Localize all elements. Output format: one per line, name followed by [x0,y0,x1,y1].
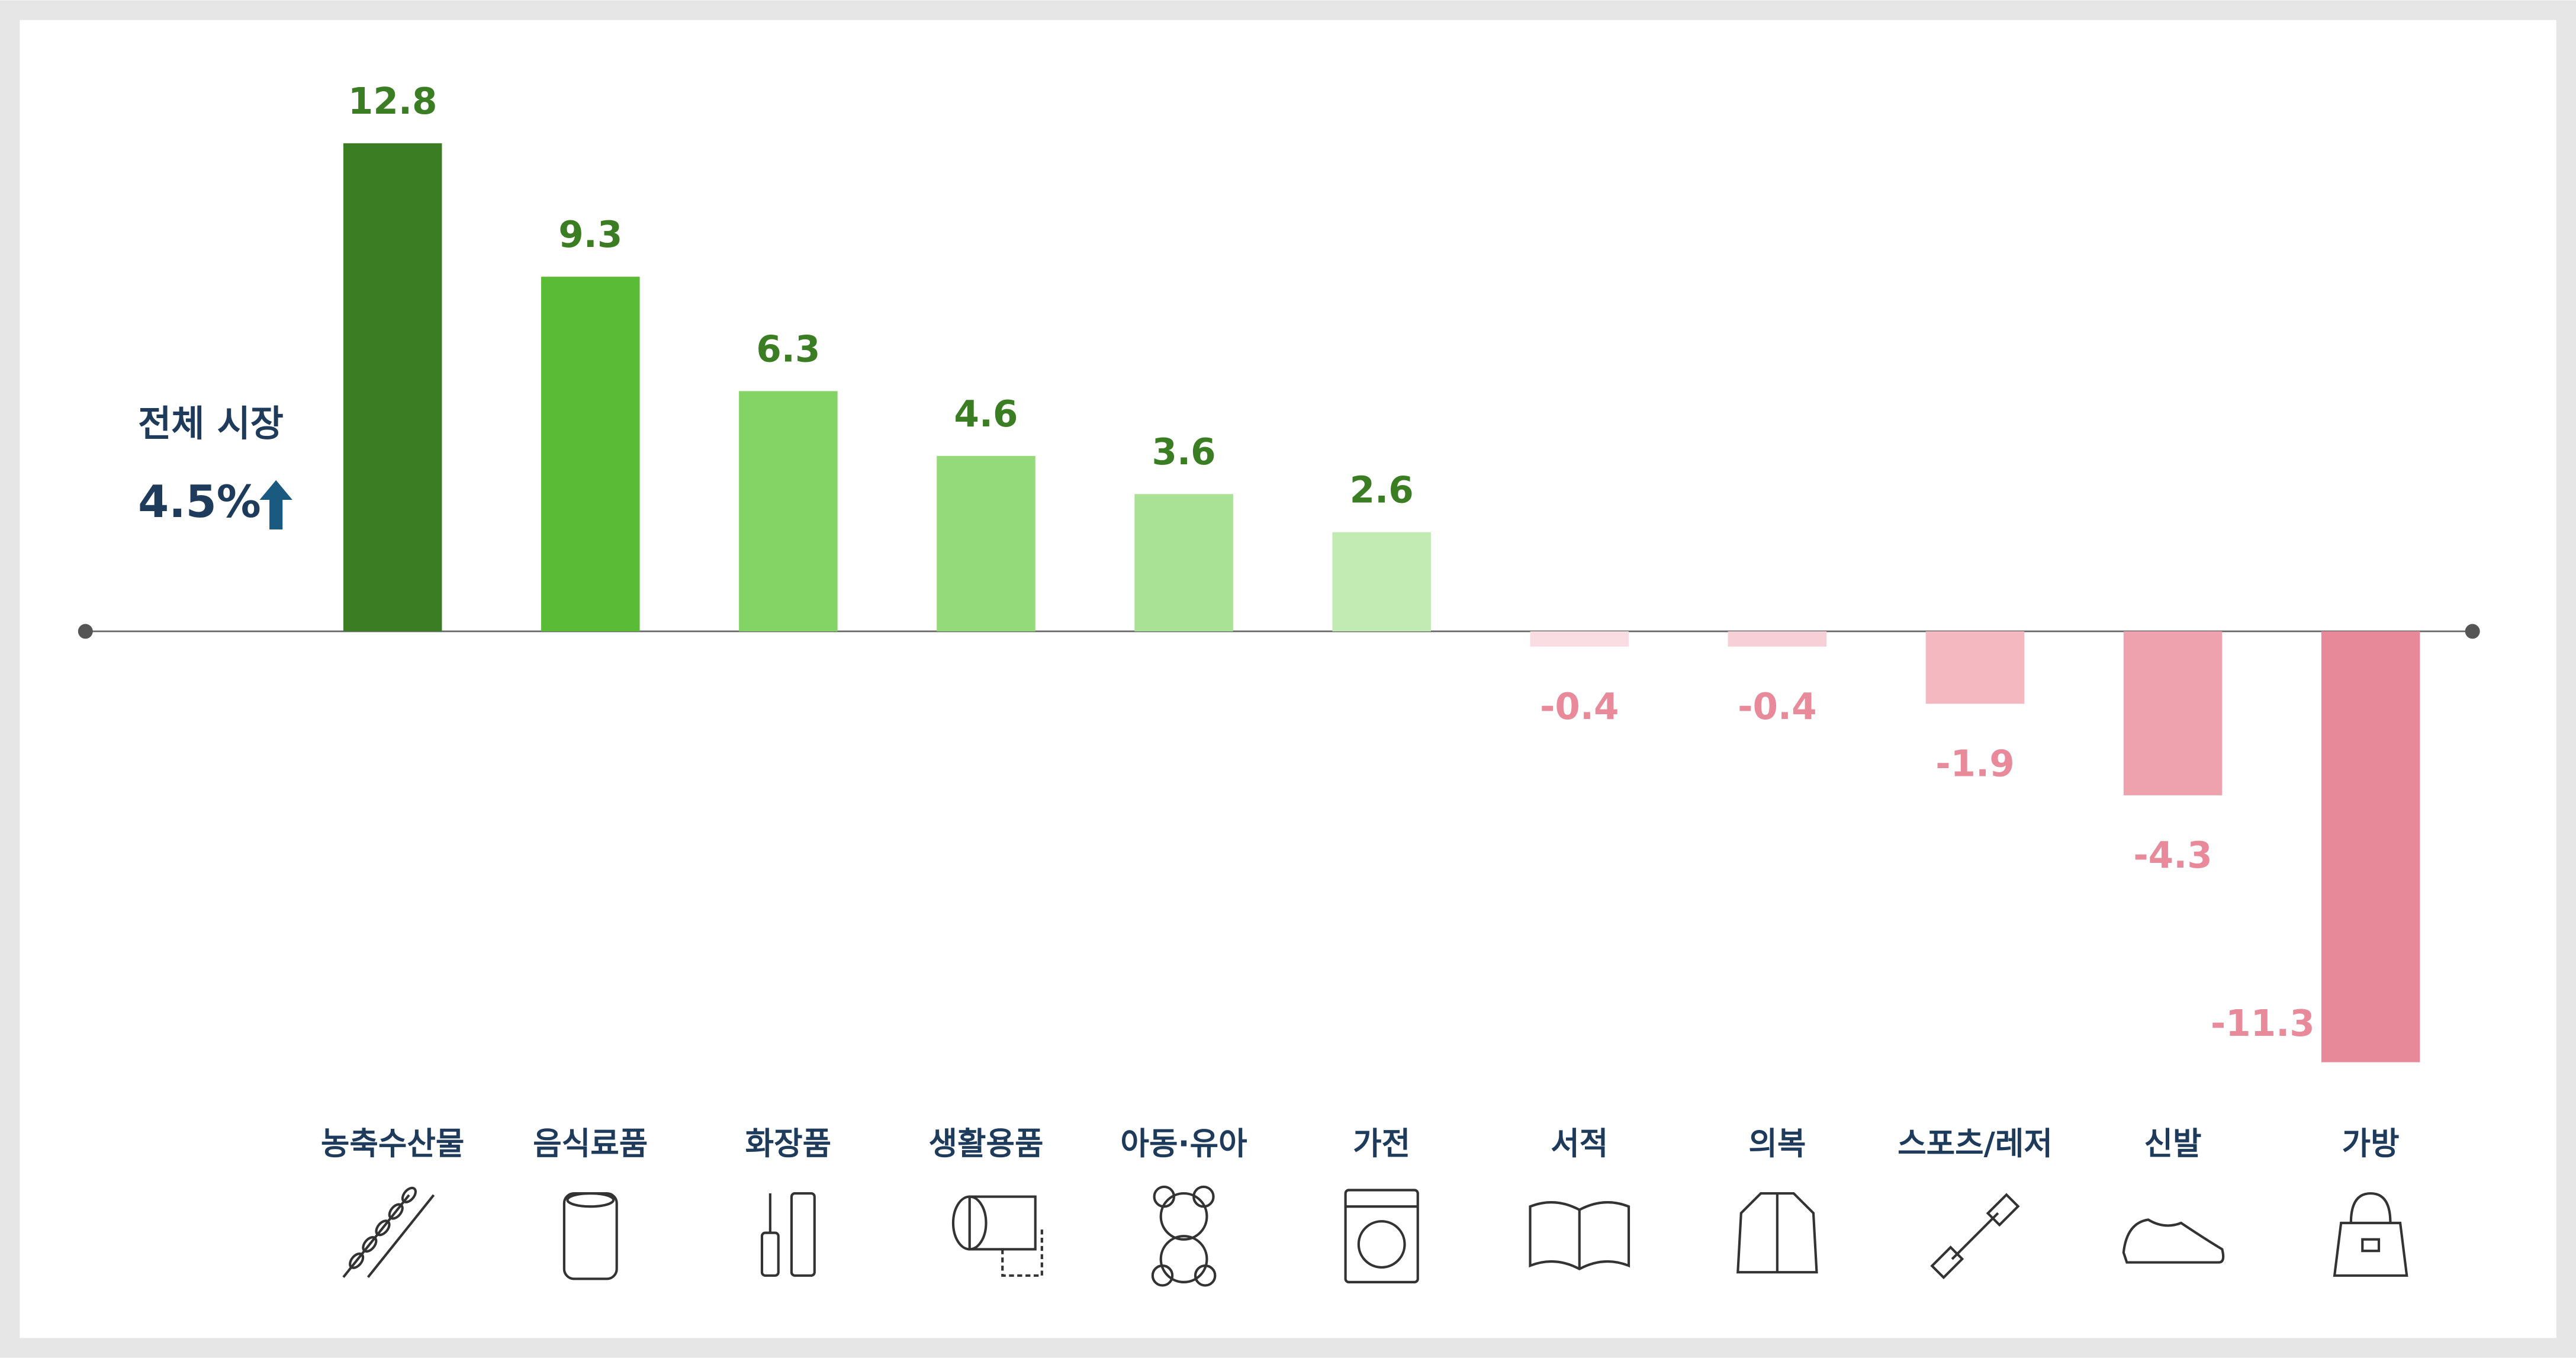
value-label: 9.3 [558,214,622,256]
icon-part [388,1203,404,1220]
value-label: 4.6 [954,393,1018,435]
icon-part [790,1192,816,1277]
icon-part [349,1252,365,1269]
icon-part [342,1194,435,1278]
bar [1925,631,2025,704]
bar [739,391,838,632]
bar [1332,532,1431,632]
bar [2123,631,2223,795]
category-icon [2122,1218,2225,1264]
icon-part [1344,1189,1419,1283]
value-label: -11.3 [2211,1003,2315,1045]
icon-part [2122,1218,2225,1264]
bar [1728,631,1827,647]
value-label: -4.3 [2133,834,2212,877]
icon-part [1194,1264,1217,1287]
value-label: -0.4 [1540,686,1619,728]
icon-part [1159,1235,1208,1283]
category-label: 농축수산물 [321,1126,465,1162]
annotation-label: 전체 시장 [138,403,284,445]
value-label: 6.3 [756,328,820,370]
category-icon [1930,1193,2020,1280]
category-label: 의복 [1748,1126,1806,1162]
icon-part [1159,1192,1208,1241]
icon-part [566,1192,615,1208]
value-label: -0.4 [1738,686,1816,728]
category-icon [760,1192,816,1277]
bar [541,277,640,632]
icon-part [2361,1238,2381,1253]
category-icon [1736,1192,1818,1274]
icon-part [1357,1220,1406,1269]
icon-part [1986,1193,2020,1227]
icon-part [1736,1192,1818,1274]
category-icon [1151,1185,1217,1287]
value-label: 2.6 [1350,470,1414,512]
baseline-end [78,624,93,639]
category-label: 신발 [2144,1126,2202,1162]
bar [1134,494,1233,632]
icon-part [1951,1212,1999,1260]
icon-part [1930,1245,1964,1280]
category-label: 아동·유아 [1121,1126,1247,1162]
up-arrow [259,480,292,529]
icon-part [1529,1201,1630,1271]
bar [343,143,442,632]
icon-part [2333,1192,2408,1277]
category-label: 스포츠/레저 [1898,1126,2053,1162]
category-label: 화장품 [745,1126,832,1162]
category-label: 음식료품 [533,1126,648,1162]
category-icon [951,1195,1043,1277]
baseline-end [2465,624,2480,639]
category-label: 가방 [2342,1126,2400,1162]
icon-part [1151,1264,1174,1287]
icon-part [362,1236,378,1253]
icon-part [375,1219,391,1237]
icon-part [1153,1185,1176,1208]
bar [2321,631,2420,1062]
category-icon [342,1186,435,1278]
category-icon [1529,1201,1630,1271]
category-label: 서적 [1551,1126,1608,1162]
icon-part [401,1186,417,1203]
bar [937,455,1035,632]
bar [1530,631,1629,647]
value-label: 3.6 [1152,431,1216,473]
category-icon [2333,1192,2408,1277]
value-label: 12.8 [348,81,438,123]
category-icon [1344,1189,1419,1283]
category-label: 가전 [1353,1126,1410,1162]
annotation-value: 4.5% [138,476,261,528]
icon-part [1192,1185,1215,1208]
category-label: 생활용품 [928,1126,1043,1162]
value-label: -1.9 [1935,743,2014,785]
category-icon [562,1192,618,1280]
